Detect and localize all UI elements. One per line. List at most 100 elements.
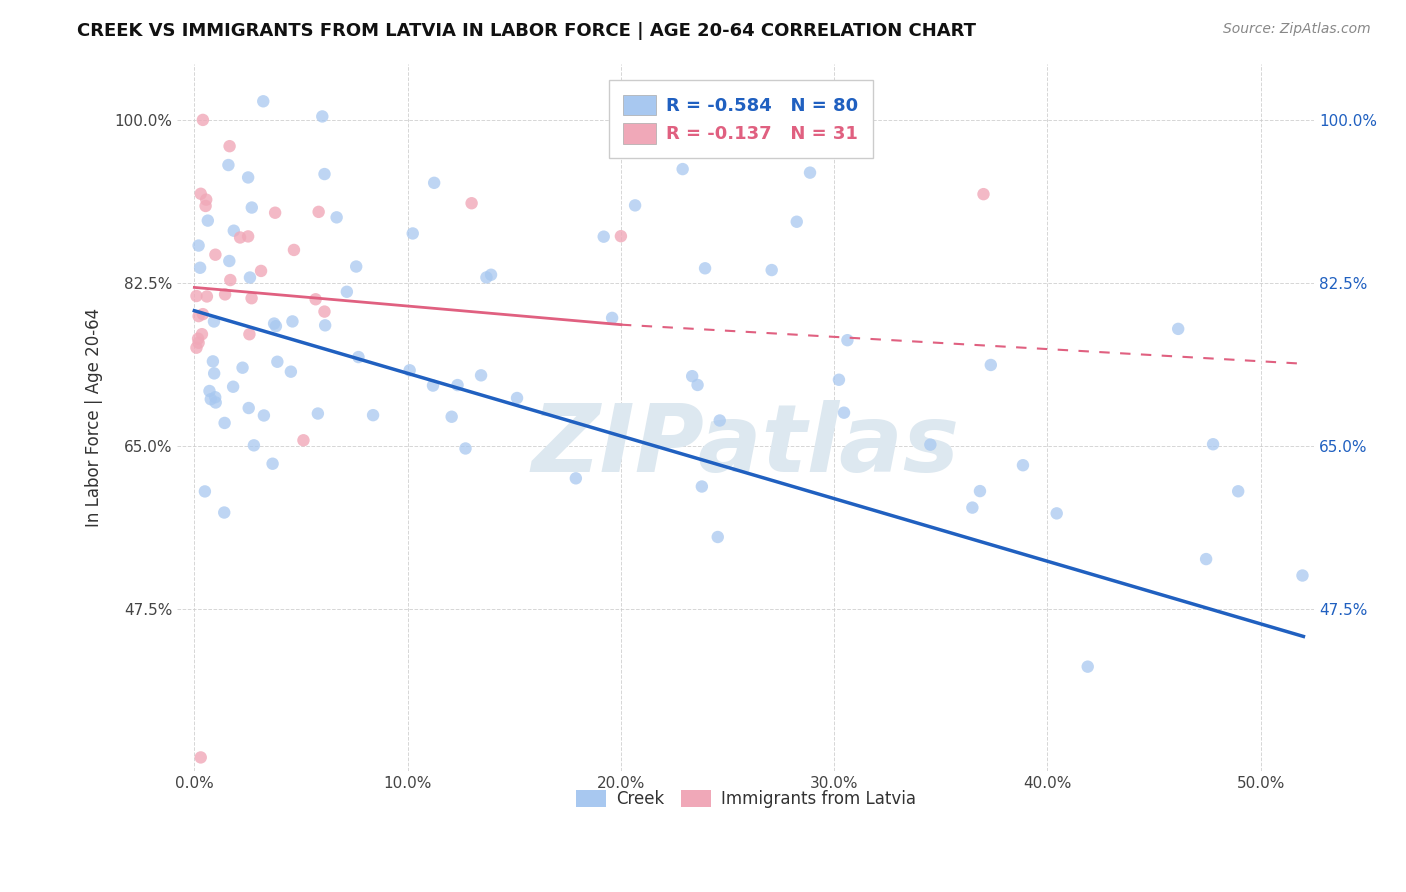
Point (266, 355, 288, 369)
Point (202, 367, 225, 381)
Point (187, 332, 209, 346)
Point (236, 229, 259, 244)
Point (198, 384, 221, 398)
Point (218, 254, 240, 268)
Point (204, 248, 226, 262)
Point (238, 401, 260, 415)
Point (361, 408, 384, 422)
Text: Source: ZipAtlas.com: Source: ZipAtlas.com (1223, 22, 1371, 37)
Point (204, 390, 226, 404)
Point (706, 530, 728, 544)
Point (828, 373, 851, 387)
Point (264, 205, 287, 219)
Point (475, 270, 498, 285)
Point (565, 471, 588, 485)
Point (460, 196, 482, 211)
Point (347, 350, 370, 364)
Point (240, 201, 263, 215)
Point (962, 500, 984, 515)
Point (236, 170, 259, 185)
Point (314, 304, 336, 318)
Point (311, 110, 333, 124)
Point (592, 229, 614, 244)
Point (325, 211, 347, 225)
Point (214, 287, 236, 301)
Legend: Creek, Immigrants from Latvia: Creek, Immigrants from Latvia (568, 781, 924, 816)
Point (190, 750, 212, 764)
Point (222, 224, 245, 238)
Point (761, 263, 783, 277)
Point (1012, 458, 1035, 473)
Point (191, 307, 214, 321)
Point (1202, 437, 1225, 451)
Point (283, 243, 305, 257)
Point (190, 186, 212, 201)
Point (799, 166, 821, 180)
Point (1195, 552, 1218, 566)
Point (786, 215, 808, 229)
Point (240, 291, 263, 305)
Point (1077, 659, 1099, 673)
Point (202, 314, 225, 328)
Point (506, 391, 529, 405)
Point (1167, 322, 1189, 336)
Point (186, 289, 208, 303)
Point (837, 333, 859, 347)
Text: CREEK VS IMMIGRANTS FROM LATVIA IN LABOR FORCE | AGE 20-64 CORRELATION CHART: CREEK VS IMMIGRANTS FROM LATVIA IN LABOR… (77, 22, 976, 40)
Point (454, 442, 477, 456)
Point (709, 413, 731, 427)
Point (191, 112, 214, 127)
Point (398, 363, 420, 377)
Point (336, 285, 359, 299)
Point (470, 368, 492, 383)
Point (308, 205, 330, 219)
Point (969, 484, 991, 499)
Point (195, 289, 218, 303)
Point (1291, 568, 1313, 582)
Point (238, 327, 260, 342)
Point (624, 198, 647, 212)
Point (212, 506, 235, 520)
Point (200, 392, 222, 407)
Point (263, 317, 285, 331)
Point (693, 261, 716, 276)
Point (222, 380, 245, 394)
Point (239, 270, 262, 285)
Point (214, 416, 236, 430)
Point (194, 199, 217, 213)
Point (195, 193, 218, 207)
Point (229, 230, 252, 244)
Point (440, 409, 463, 424)
Point (262, 457, 284, 471)
Point (243, 438, 266, 452)
Point (314, 167, 336, 181)
Point (832, 406, 855, 420)
Point (681, 369, 703, 384)
Point (920, 437, 942, 451)
Point (292, 434, 315, 448)
Point (314, 318, 336, 333)
Point (672, 162, 695, 177)
Y-axis label: In Labor Force | Age 20-64: In Labor Force | Age 20-64 (86, 308, 103, 527)
Point (187, 238, 209, 252)
Point (201, 354, 224, 368)
Point (194, 484, 217, 499)
Point (218, 139, 240, 153)
Point (686, 378, 709, 392)
Point (344, 260, 367, 274)
Point (1227, 484, 1250, 499)
Point (281, 314, 304, 328)
Point (188, 260, 211, 275)
Point (253, 409, 276, 423)
Point (479, 268, 502, 282)
Point (446, 378, 468, 392)
Point (186, 341, 208, 355)
Point (304, 293, 326, 307)
Point (972, 187, 994, 202)
Point (690, 479, 713, 493)
Point (197, 213, 219, 227)
Point (191, 327, 214, 342)
Point (402, 227, 425, 241)
Point (1046, 507, 1069, 521)
Point (423, 176, 446, 190)
